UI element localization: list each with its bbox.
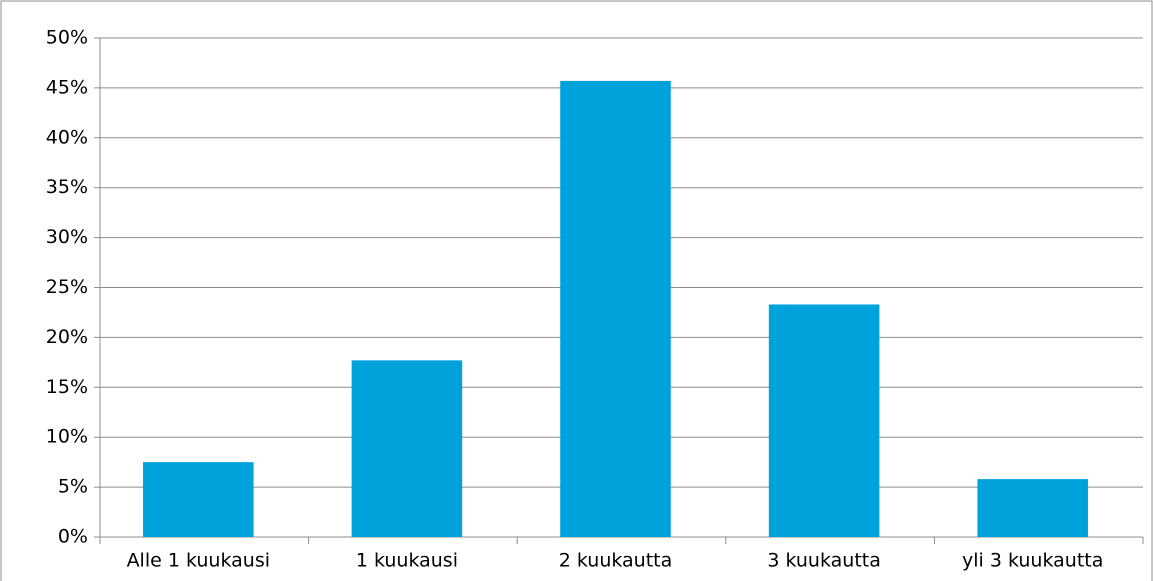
y-tick-label: 35% xyxy=(46,176,88,198)
y-tick-label: 40% xyxy=(46,126,88,148)
y-tick-label: 45% xyxy=(46,76,88,98)
y-tick-label: 0% xyxy=(58,526,88,548)
x-tick-label: Alle 1 kuukausi xyxy=(127,550,270,572)
y-tick-label: 15% xyxy=(46,376,88,398)
x-tick-label: 2 kuukautta xyxy=(559,550,673,572)
bar xyxy=(768,304,880,537)
bar xyxy=(977,479,1088,537)
y-tick-label: 10% xyxy=(46,426,88,448)
y-tick-label: 30% xyxy=(46,226,88,248)
x-tick-label: 3 kuukautta xyxy=(767,550,881,572)
y-tick-label: 50% xyxy=(46,27,88,49)
y-tick-label: 20% xyxy=(46,326,88,348)
bar xyxy=(351,360,463,537)
y-tick-label: 5% xyxy=(58,476,88,498)
bar xyxy=(560,80,671,537)
bar xyxy=(143,462,254,537)
y-tick-label: 25% xyxy=(46,276,88,298)
x-tick-label: yli 3 kuukautta xyxy=(962,550,1103,572)
x-tick-label: 1 kuukausi xyxy=(356,550,458,572)
